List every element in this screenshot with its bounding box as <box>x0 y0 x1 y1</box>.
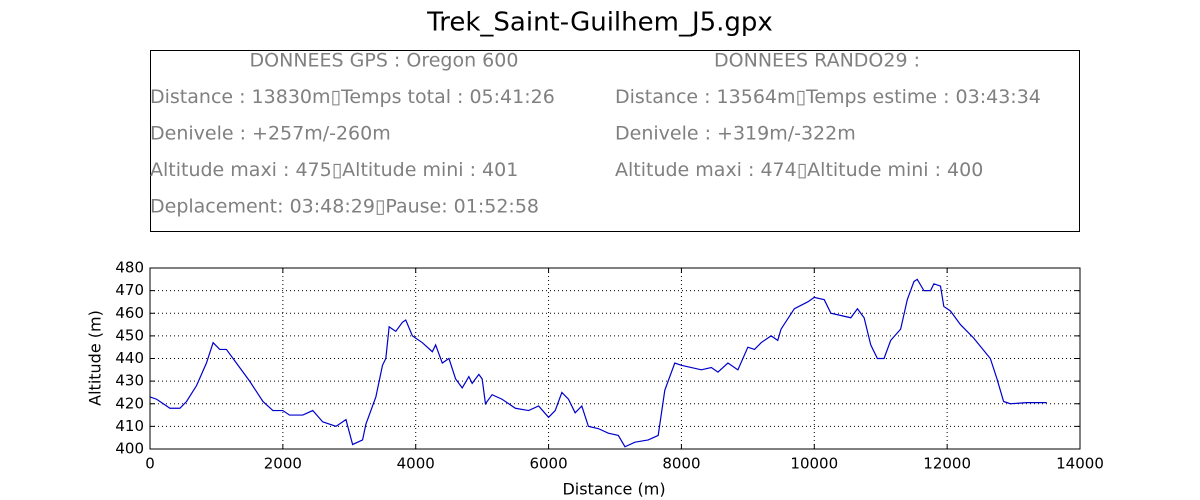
info-text: Deplacement: 03:48:29▯Pause: 01:52:58 <box>150 196 539 218</box>
x-tick-label: 6000 <box>529 455 567 473</box>
y-tick-label: 430 <box>115 372 144 390</box>
x-axis-label: Distance (m) <box>562 480 665 499</box>
info-text: DONNEES RANDO29 : <box>714 50 920 72</box>
y-tick-label: 470 <box>115 281 144 299</box>
y-tick-label: 400 <box>115 440 144 458</box>
y-tick-label: 450 <box>115 326 144 344</box>
x-tick-label: 10000 <box>790 455 838 473</box>
info-text: Altitude maxi : 474▯Altitude mini : 400 <box>615 159 983 181</box>
y-tick-label: 420 <box>115 394 144 412</box>
y-tick-label: 440 <box>115 349 144 367</box>
y-tick-label: 460 <box>115 304 144 322</box>
x-tick-label: 12000 <box>923 455 971 473</box>
y-tick-label: 480 <box>115 259 144 277</box>
x-tick-label: 4000 <box>397 455 435 473</box>
info-text: Denivele : +319m/-322m <box>615 123 856 145</box>
info-box <box>150 50 1080 232</box>
plot-frame <box>149 267 1081 450</box>
info-text: DONNEES GPS : Oregon 600 <box>250 50 519 72</box>
chart-title: Trek_Saint-Guilhem_J5.gpx <box>426 8 773 38</box>
y-tick-label: 410 <box>115 417 144 435</box>
info-text: Distance : 13830m▯Temps total : 05:41:26 <box>150 86 555 108</box>
x-tick-label: 0 <box>145 455 155 473</box>
info-text: Altitude maxi : 475▯Altitude mini : 401 <box>150 159 518 181</box>
info-text: Distance : 13564m▯Temps estime : 03:43:3… <box>615 86 1041 108</box>
y-axis-label: Altitude (m) <box>86 310 105 406</box>
x-tick-label: 2000 <box>264 455 302 473</box>
x-tick-label: 8000 <box>662 455 700 473</box>
info-text: Denivele : +257m/-260m <box>150 123 391 145</box>
x-tick-label: 14000 <box>1056 455 1104 473</box>
elevation-line <box>149 278 1047 448</box>
